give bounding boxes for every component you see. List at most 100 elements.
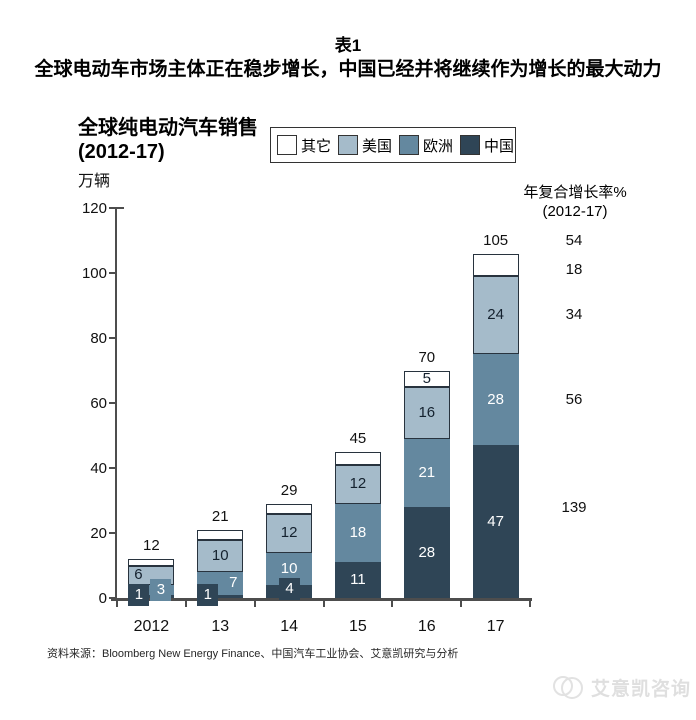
cagr-value: 56	[565, 391, 583, 408]
bar-segment-16-美国	[403, 386, 450, 439]
segment-label: 47	[487, 512, 504, 530]
y-tick	[109, 532, 117, 534]
total-label-14: 29	[280, 481, 298, 499]
segment-label: 21	[418, 463, 436, 481]
legend-item-其它: 其它	[277, 135, 331, 156]
segment-label: 10	[211, 546, 229, 564]
logo-icon	[553, 676, 583, 699]
cagr-value: 18	[565, 261, 583, 278]
callout-label-2012-欧洲: 3	[150, 579, 172, 601]
x-category-label: 17	[486, 618, 505, 635]
bar-segment-14-其它	[266, 503, 313, 514]
x-axis	[111, 598, 532, 601]
page-subtitle: 全球电动车市场主体正在稳步增长，中国已经并将继续作为增长的最大动力	[34, 59, 662, 80]
y-tick-label: 0	[98, 590, 107, 607]
bar-segment-16-欧洲	[403, 438, 450, 507]
y-tick-label: 60	[90, 395, 107, 412]
bar-segment-2012-其它	[128, 559, 175, 566]
chart-title-line1: 全球纯电动汽车销售	[78, 117, 258, 139]
y-tick-label: 40	[90, 460, 107, 477]
y-tick-label: 80	[90, 330, 107, 347]
legend-item-美国: 美国	[338, 135, 392, 156]
legend-swatch	[399, 135, 420, 155]
segment-label: 6	[134, 566, 143, 584]
bar-segment-13-其它	[197, 529, 244, 540]
y-axis	[115, 207, 117, 601]
y-tick-label: 20	[90, 525, 107, 542]
callout-label-13-中国: 1	[197, 584, 219, 606]
total-label-2012: 12	[143, 537, 160, 554]
bar-segment-17-美国	[472, 276, 519, 355]
chart-title-line2: (2012-17)	[78, 141, 165, 163]
segment-label: 28	[487, 390, 504, 408]
cagr-value: 139	[561, 499, 587, 516]
bar-segment-15-中国	[334, 562, 381, 598]
total-label-15: 45	[349, 429, 367, 447]
y-tick	[109, 597, 117, 599]
y-tick	[109, 207, 117, 209]
watermark: 艾意凯咨询	[550, 672, 691, 702]
x-tick	[529, 601, 532, 607]
total-label-16: 70	[418, 348, 436, 366]
legend-label: 中国	[484, 137, 515, 155]
y-tick	[109, 337, 117, 339]
segment-label: 5	[422, 369, 431, 387]
legend-label: 欧洲	[423, 137, 454, 155]
cagr-header-line2: (2012-17)	[542, 203, 608, 220]
cagr-header: 年复合增长率% (2012-17)	[500, 183, 650, 221]
cagr-value: 54	[565, 232, 583, 249]
watermark-text: 艾意凯咨询	[591, 678, 692, 700]
bar-segment-16-中国	[403, 507, 450, 598]
segment-label: 16	[418, 403, 436, 421]
x-tick	[184, 601, 187, 607]
callout-label-2012-中国: 1	[128, 584, 150, 606]
cagr-header-line1: 年复合增长率%	[523, 184, 627, 201]
bar-segment-15-美国	[334, 464, 381, 504]
y-axis-unit: 万辆	[78, 173, 111, 190]
x-category-label: 15	[349, 618, 367, 635]
x-category-label: 13	[211, 618, 230, 635]
y-tick-label: 100	[81, 265, 107, 282]
total-label-13: 21	[211, 507, 229, 525]
segment-label: 24	[487, 306, 504, 324]
bar-segment-16-其它	[403, 370, 450, 387]
bar-segment-14-美国	[266, 513, 313, 553]
bar-segment-15-欧洲	[334, 503, 381, 563]
legend-item-欧洲: 欧洲	[399, 135, 453, 156]
page-title: 表1	[334, 36, 362, 55]
x-category-label: 2012	[133, 618, 170, 635]
x-tick	[391, 601, 394, 607]
source-note: 资料来源：Bloomberg New Energy Finance、中国汽车工业…	[47, 648, 459, 660]
bar-segment-15-其它	[334, 451, 381, 465]
bar-segment-13-中国	[197, 594, 244, 598]
callout-label-14-中国: 4	[279, 578, 301, 600]
legend-swatch	[338, 135, 359, 155]
legend-label: 美国	[362, 137, 393, 155]
y-axis-cap	[115, 207, 124, 209]
segment-label: 7	[229, 574, 238, 592]
segment-label: 28	[418, 543, 436, 561]
segment-label: 18	[349, 524, 367, 541]
segment-label: 12	[349, 475, 367, 493]
x-category-label: 16	[417, 618, 436, 635]
x-tick	[253, 601, 256, 607]
segment-label: 11	[350, 571, 366, 589]
bar-segment-17-中国	[472, 445, 519, 598]
x-tick	[116, 601, 118, 607]
bar-segment-17-欧洲	[472, 354, 519, 446]
segment-label: 12	[280, 524, 298, 541]
segment-label: 10	[280, 559, 298, 577]
y-tick	[109, 272, 117, 274]
y-tick-label: 120	[81, 200, 107, 217]
y-tick	[109, 467, 117, 469]
total-label-17: 105	[483, 231, 509, 249]
legend-label: 其它	[301, 137, 332, 155]
legend-item-中国: 中国	[460, 135, 514, 156]
x-tick	[322, 601, 325, 607]
legend-swatch	[277, 135, 297, 155]
x-tick	[460, 601, 463, 607]
x-category-label: 14	[280, 618, 298, 635]
cagr-value: 34	[565, 306, 583, 323]
